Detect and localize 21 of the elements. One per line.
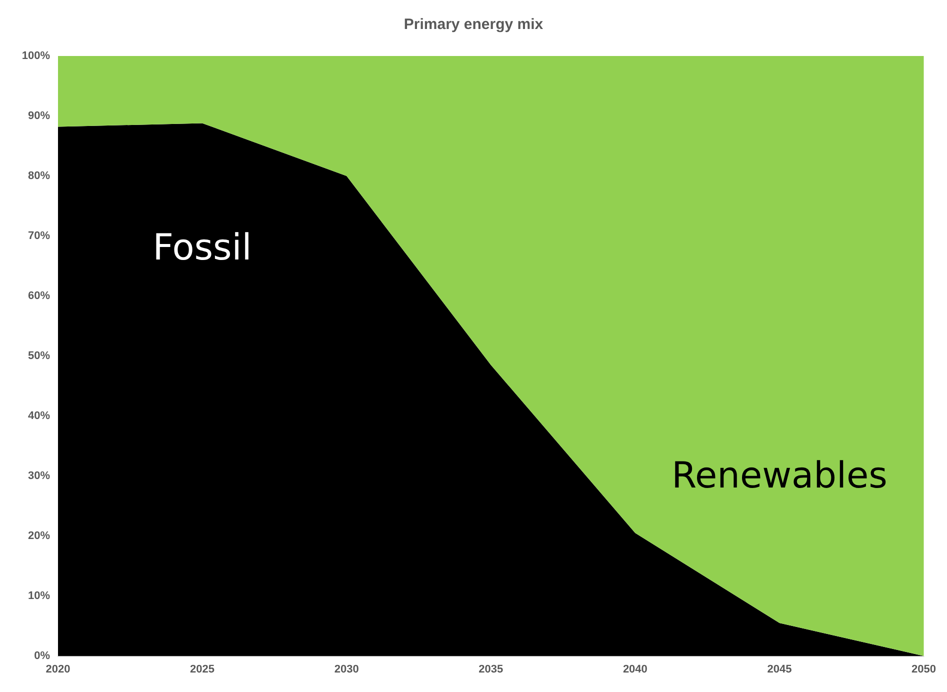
y-tick-label: 50%: [28, 350, 50, 362]
x-tick-label: 2050: [912, 664, 936, 676]
x-tick-label: 2040: [622, 664, 648, 676]
y-tick-label: 60%: [28, 290, 50, 302]
series-label: Fossil: [152, 228, 252, 268]
x-tick-label: 2030: [334, 664, 359, 676]
y-tick-label: 0%: [34, 650, 50, 662]
y-tick-label: 80%: [28, 170, 50, 182]
chart-title: Primary energy mix: [404, 16, 544, 33]
y-tick-label: 20%: [28, 530, 50, 542]
y-tick-label: 90%: [28, 110, 50, 122]
y-tick-label: 40%: [28, 410, 50, 422]
y-tick-label: 70%: [28, 230, 50, 242]
y-tick-label: 100%: [22, 50, 50, 62]
x-tick-label: 2045: [767, 664, 792, 676]
x-tick-label: 2020: [46, 664, 70, 676]
y-tick-label: 30%: [28, 470, 50, 482]
series-label: Renewables: [672, 456, 888, 496]
x-tick-label: 2035: [478, 664, 504, 676]
x-tick-label: 2025: [190, 664, 215, 676]
y-tick-label: 10%: [28, 590, 50, 602]
